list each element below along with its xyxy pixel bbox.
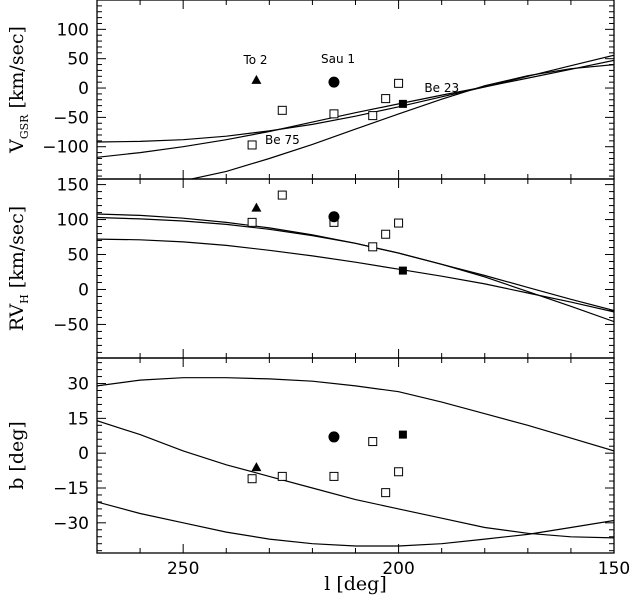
chart-labels: 100 50 0 −50 −100 VGSR [km/sec] To 2 Sau 1 Be 23… <box>6 20 630 595</box>
filled-circle-point <box>328 76 340 88</box>
y-tick-label: −50 <box>53 108 89 128</box>
open-square-point <box>381 229 391 239</box>
panel-curves-rvh <box>97 213 614 323</box>
open-square-point <box>368 242 378 252</box>
y-tick-label: 0 <box>78 444 89 464</box>
chart-marks <box>97 54 614 547</box>
model-curve <box>97 216 614 323</box>
y-tick-label: 50 <box>67 50 89 70</box>
panel-curves-b <box>97 377 614 547</box>
model-curve <box>97 238 614 313</box>
open-square-point <box>277 190 287 200</box>
y-tick-label: 0 <box>78 79 89 99</box>
open-square-point <box>247 140 257 150</box>
y-tick-label: 100 <box>57 20 89 40</box>
y-axis-title-subscript: H <box>18 294 31 304</box>
y-tick-label: −30 <box>53 514 89 534</box>
filled-square-point <box>398 430 407 439</box>
y-tick-label: 100 <box>57 211 89 231</box>
model-curve <box>97 501 614 547</box>
panel-curves-vgsr <box>97 54 614 179</box>
y-axis-title-main: V <box>6 139 28 154</box>
y-axis-title-units: [km/sec] <box>6 26 28 114</box>
model-curve <box>97 59 614 158</box>
open-square-point <box>247 217 257 227</box>
y-tick-label: −100 <box>42 138 89 158</box>
open-square-point <box>277 471 287 481</box>
open-square-point <box>381 488 391 498</box>
filled-square-point <box>398 99 407 108</box>
model-curve <box>97 377 614 452</box>
open-square-point <box>329 471 339 481</box>
panel-frame-rvh <box>96 178 615 359</box>
y-tick-label: −15 <box>53 479 89 499</box>
point-annotation: To 2 <box>242 53 267 67</box>
y-axis-title-subscript: GSR <box>18 114 31 139</box>
x-tick-label: 200 <box>382 559 414 579</box>
y-tick-label: 30 <box>67 375 89 395</box>
model-curve <box>97 420 614 539</box>
y-axis-title-rvh: RVH [km/sec] <box>6 206 31 331</box>
open-square-point <box>394 218 404 228</box>
filled-triangle-point <box>251 202 262 212</box>
x-axis-title: l [deg] <box>324 573 387 595</box>
open-square-point <box>368 437 378 447</box>
filled-triangle-point <box>251 462 262 472</box>
open-square-point <box>394 467 404 477</box>
filled-square-point <box>398 266 407 275</box>
y-tick-label: −50 <box>53 315 89 335</box>
open-square-point <box>329 109 339 119</box>
filled-circle-point <box>328 431 340 443</box>
point-annotation: Sau 1 <box>321 52 355 66</box>
point-annotation: Be 23 <box>424 81 459 95</box>
open-square-point <box>381 94 391 104</box>
x-tick-label: 150 <box>598 559 630 579</box>
chart-frames <box>96 0 615 554</box>
open-square-point <box>368 111 378 121</box>
panel-frame-vgsr <box>96 0 615 180</box>
y-axis-title-b: b [deg] <box>6 421 28 490</box>
filled-triangle-point <box>251 74 262 84</box>
model-curve <box>188 64 614 179</box>
y-tick-label: 15 <box>67 409 89 429</box>
point-annotation: Be 75 <box>265 133 300 147</box>
y-axis-title-units: [km/sec] <box>6 206 28 294</box>
y-axis-title-main: b [deg] <box>6 421 28 490</box>
filled-circle-point <box>328 211 340 223</box>
y-axis-title-vgsr: VGSR [km/sec] <box>6 26 31 154</box>
open-square-point <box>247 474 257 484</box>
x-tick-label: 250 <box>167 559 199 579</box>
panel-frame-b <box>96 357 615 554</box>
y-tick-label: 50 <box>67 246 89 266</box>
y-tick-label: 150 <box>57 176 89 196</box>
y-axis-title-main: RV <box>6 304 28 332</box>
open-square-point <box>394 78 404 88</box>
open-square-point <box>277 105 287 115</box>
y-tick-label: 0 <box>78 280 89 300</box>
